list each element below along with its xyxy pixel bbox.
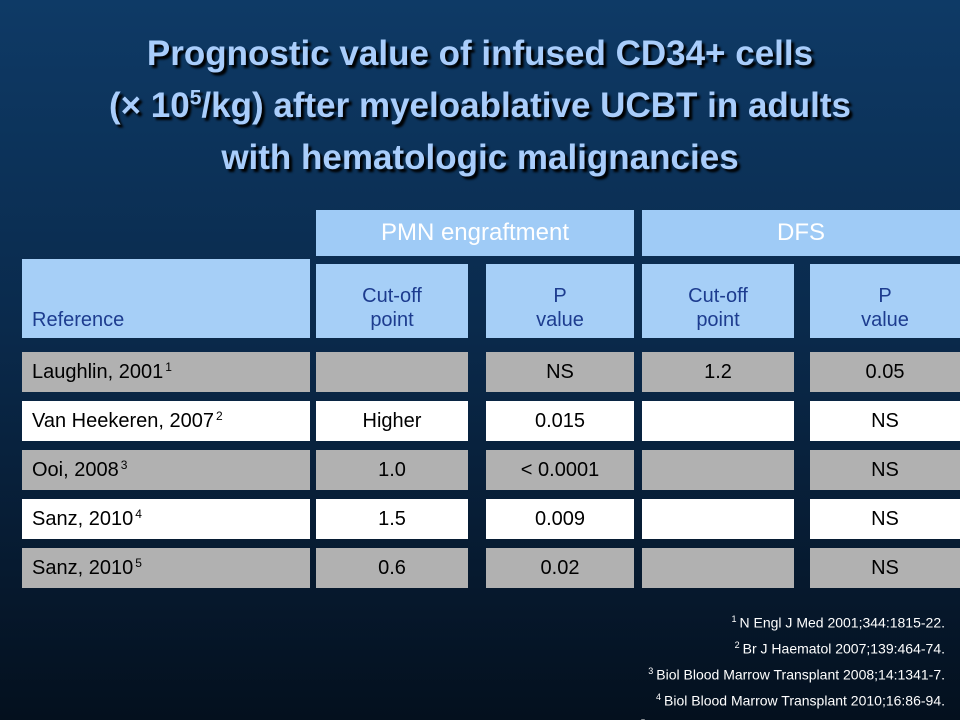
title: Prognostic value of infused CD34+ cells … (0, 28, 960, 184)
cell-text: NS (871, 507, 899, 530)
header-line: value (861, 309, 909, 331)
data-cell: 1.0 (316, 450, 468, 490)
footnote-text: Biol Blood Marrow Transplant 2010;16:158… (648, 718, 945, 720)
footnote-number: 1 (731, 614, 737, 624)
data-cell: NS (810, 499, 960, 539)
footnote-text: Br J Haematol 2007;139:464-74. (742, 640, 945, 657)
footnote-number: 5 (640, 718, 645, 720)
cell-text: NS (871, 458, 899, 481)
data-cell: 1.5 (316, 499, 468, 539)
group-header: DFS (642, 210, 960, 256)
data-cell: 0.009 (486, 499, 634, 539)
data-cell: 0.015 (486, 401, 634, 441)
data-cell: 0.05 (810, 352, 960, 392)
column-header: Cut-off point (642, 264, 794, 338)
footnote-number: 4 (656, 691, 662, 702)
footnote: 3 Biol Blood Marrow Transplant 2008;14:13… (640, 660, 945, 686)
title-line: with hematologic malignancies (221, 138, 739, 177)
footnote: 4 Biol Blood Marrow Transplant 2010;16:86… (640, 686, 945, 712)
reference-text: Sanz, 2010 (32, 556, 134, 579)
header-line: Cut-off (688, 285, 748, 307)
cell-text: 1.5 (378, 507, 406, 530)
cell-text: NS (871, 556, 899, 579)
header-line: point (370, 309, 414, 331)
reference-cell: Ooi, 2008 3 (22, 450, 310, 490)
title-superscript: 5 (189, 86, 202, 110)
data-cell: NS (810, 548, 960, 588)
data-cell: NS (486, 352, 634, 392)
data-cell (642, 401, 794, 441)
reference-number: 3 (120, 458, 128, 472)
cell-text: < 0.0001 (520, 458, 600, 481)
group-header: PMN engraftment (316, 210, 634, 256)
cell-text: NS (871, 409, 899, 432)
footnote-text: Biol Blood Marrow Transplant 2010;16:86-… (664, 692, 945, 709)
title-line: Prognostic value of infused CD34+ cells (146, 34, 814, 73)
cell-text: NS (546, 360, 574, 383)
header-line: Reference (32, 309, 125, 331)
data-cell: 0.6 (316, 548, 468, 588)
column-header: Reference (22, 259, 310, 338)
data-cell: 1.2 (642, 352, 794, 392)
reference-cell: Laughlin, 2001 1 (22, 352, 310, 392)
cell-text: Higher (362, 409, 422, 432)
column-header: Cut-off point (316, 264, 468, 338)
data-cell (642, 499, 794, 539)
cell-text: 0.05 (865, 360, 905, 383)
header-line: P (878, 285, 892, 307)
reference-number: 4 (135, 507, 142, 521)
header-line: P (553, 285, 567, 307)
title-text: (× 10 (108, 86, 190, 125)
reference-text: Sanz, 2010 (32, 507, 134, 530)
data-cell: Higher (316, 401, 468, 441)
cell-text: 1.2 (704, 360, 732, 383)
footnote-text: Biol Blood Marrow Transplant 2008;14:134… (656, 666, 945, 683)
reference-cell: Van Heekeren, 2007 2 (22, 401, 310, 441)
reference-cell: Sanz, 2010 4 (22, 499, 310, 539)
cell-text: 1.0 (378, 458, 406, 481)
reference-text: Laughlin, 2001 (32, 360, 164, 383)
footnote-number: 3 (648, 665, 654, 676)
cell-text: 0.009 (534, 507, 586, 530)
header-line: Cut-off (362, 285, 422, 307)
footnote-number: 2 (734, 639, 740, 650)
reference-text: Van Heekeren, 2007 (32, 409, 214, 432)
footnote: 2 Br J Haematol 2007;139:464-74. (640, 634, 945, 660)
footnote: 5Biol Blood Marrow Transplant 2010;16:15… (640, 712, 945, 720)
header-line: point (696, 309, 740, 331)
cell-text: 0.02 (540, 556, 580, 579)
cell-text: 0.015 (534, 409, 586, 432)
footnote-text: N Engl J Med 2001;344:1815-22. (739, 614, 945, 631)
data-cell: < 0.0001 (486, 450, 634, 490)
data-cell: NS (810, 450, 960, 490)
reference-number: 5 (135, 556, 142, 570)
reference-text: Ooi, 2008 (32, 458, 119, 481)
reference-cell: Sanz, 2010 5 (22, 548, 310, 588)
title-text: /kg) after myeloablative UCBT in adults (201, 86, 852, 125)
data-cell (642, 548, 794, 588)
data-cell (642, 450, 794, 490)
header-line: value (536, 309, 584, 331)
data-cell: 0.02 (486, 548, 634, 588)
cell-text: 0.6 (378, 556, 406, 579)
data-cell (316, 352, 468, 392)
data-cell: NS (810, 401, 960, 441)
reference-number: 2 (215, 409, 223, 423)
title-line: (× 105/kg) after myeloablative UCBT in a… (0, 80, 960, 132)
reference-number: 1 (165, 360, 172, 374)
